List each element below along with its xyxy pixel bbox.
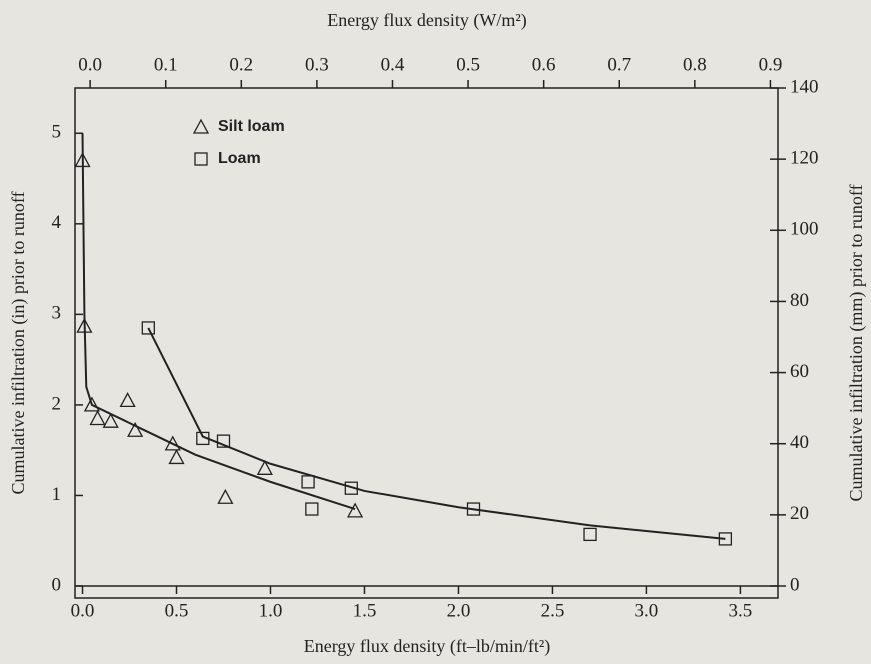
x-tick-label: 0.5 — [165, 600, 189, 621]
square-marker — [196, 431, 210, 446]
y2-axis-title: Cumulative infiltration (mm) prior to ru… — [846, 184, 867, 501]
square-marker — [194, 152, 208, 166]
y2-tick-label: 140 — [790, 76, 819, 97]
triangle-marker — [127, 421, 144, 437]
square-marker — [466, 502, 481, 516]
square-marker — [301, 475, 315, 489]
x-tick-label: 1.0 — [259, 600, 283, 621]
y2-tick-label: 60 — [790, 361, 809, 382]
x2-tick-label: 0.2 — [229, 54, 253, 75]
y-tick-label: 1 — [52, 484, 62, 505]
x-tick-label: 0.0 — [71, 600, 95, 621]
square-marker — [583, 527, 597, 542]
x2-tick-label: 0.4 — [381, 54, 405, 75]
square-marker — [344, 481, 358, 495]
x-tick-label: 3.0 — [635, 600, 659, 621]
x-axis-title: Energy flux density (ft–lb/min/ft²) — [304, 636, 551, 657]
square-marker — [718, 532, 733, 546]
x2-tick-label: 0.8 — [683, 54, 707, 75]
y2-tick-label: 120 — [790, 148, 819, 169]
top-axis-title: Energy flux density (W/m²) — [327, 10, 527, 31]
y2-tick-label: 80 — [790, 290, 809, 311]
y-tick-label: 0 — [52, 574, 62, 595]
x2-tick-label: 0.7 — [607, 54, 631, 75]
x-tick-label: 2.5 — [541, 600, 565, 621]
plot-frame — [74, 87, 779, 599]
fit-curve — [147, 327, 726, 540]
square-marker — [305, 502, 319, 516]
y2-tick-label: 40 — [790, 432, 809, 453]
x2-tick-label: 0.0 — [78, 54, 102, 75]
square-marker — [216, 434, 231, 448]
x2-tick-label: 0.5 — [456, 54, 480, 75]
y-tick-label: 2 — [52, 393, 62, 414]
y2-tick-label: 20 — [790, 503, 809, 524]
legend-label: Silt loam — [218, 118, 285, 135]
x-tick-label: 1.5 — [353, 600, 377, 621]
x2-tick-label: 0.6 — [532, 54, 556, 75]
triangle-marker — [83, 396, 101, 412]
y-tick-label: 5 — [52, 122, 62, 143]
x2-tick-label: 0.3 — [305, 54, 329, 75]
y2-tick-label: 100 — [790, 219, 819, 240]
y2-tick-label: 0 — [790, 574, 800, 595]
triangle-marker — [102, 412, 119, 428]
y-tick-label: 3 — [52, 303, 62, 324]
triangle-marker — [89, 410, 106, 426]
triangle-marker — [217, 488, 234, 504]
triangle-marker — [192, 118, 210, 134]
triangle-marker — [76, 317, 93, 333]
triangle-marker — [119, 392, 136, 408]
square-marker — [141, 321, 155, 335]
x2-tick-label: 0.9 — [759, 54, 783, 75]
triangle-marker — [168, 449, 185, 465]
triangle-marker — [256, 459, 273, 475]
x-tick-label: 2.0 — [447, 600, 471, 621]
fit-curve — [81, 133, 356, 510]
x2-tick-label: 0.1 — [154, 54, 178, 75]
y-axis-title: Cumulative infiltration (in) prior to ru… — [8, 191, 29, 494]
y-tick-label: 4 — [52, 212, 62, 233]
triangle-marker — [346, 502, 364, 518]
x-tick-label: 3.5 — [729, 600, 753, 621]
triangle-marker — [74, 152, 91, 168]
legend-label: Loam — [218, 150, 261, 167]
triangle-marker — [164, 435, 181, 451]
